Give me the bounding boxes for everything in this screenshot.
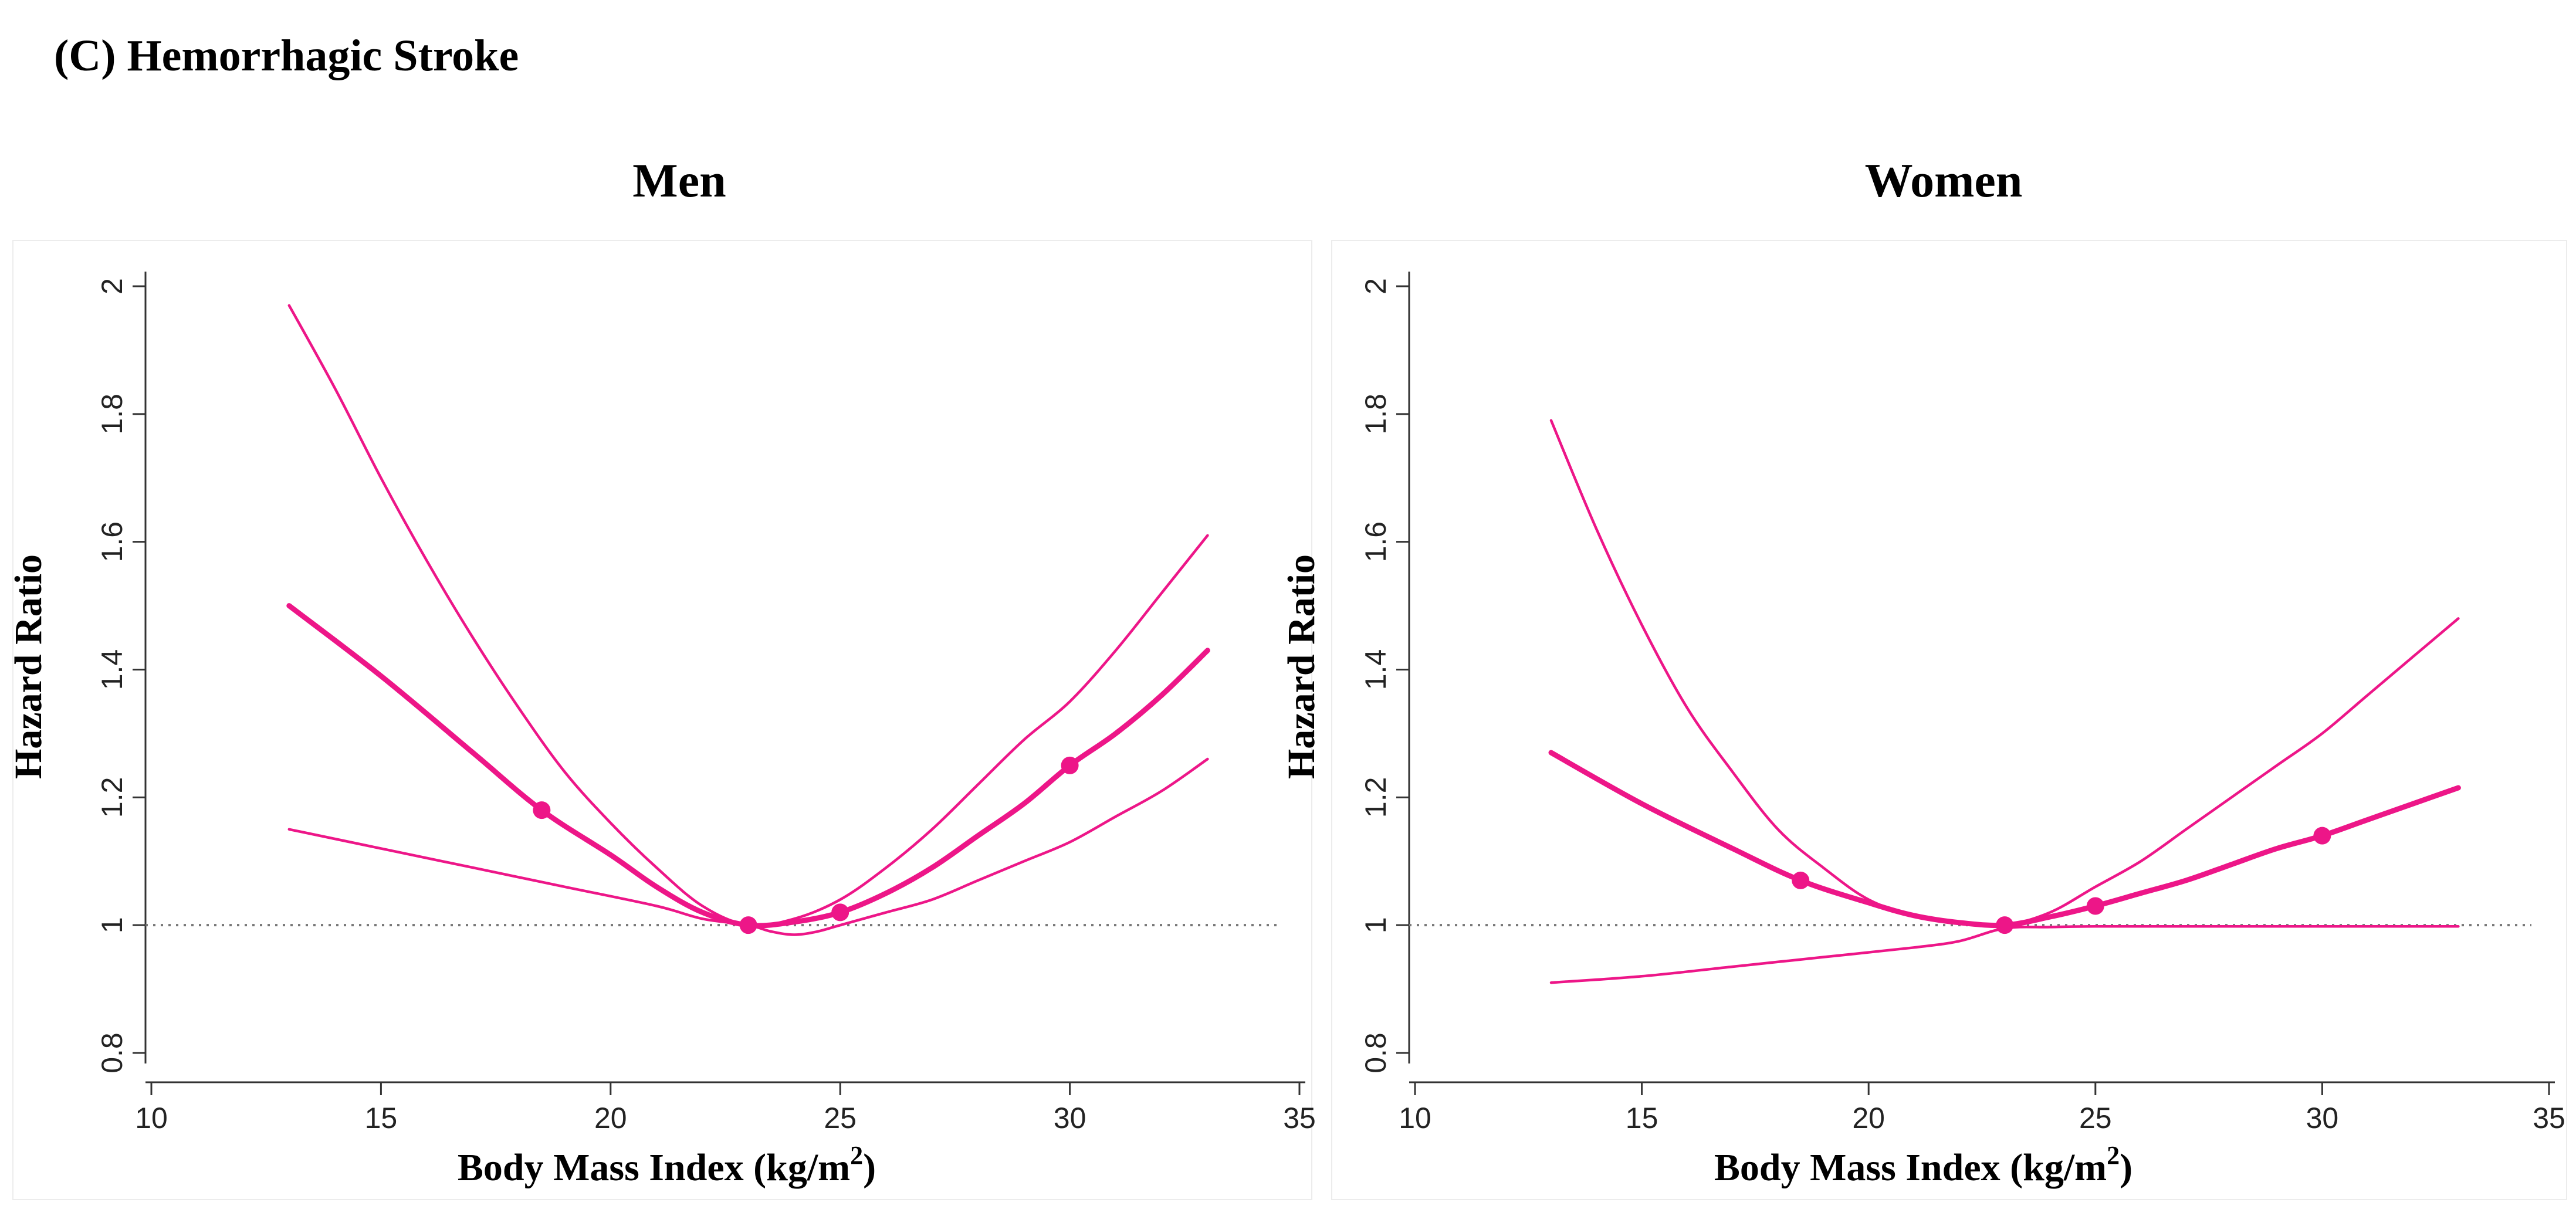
panel-frame <box>1331 240 2567 1200</box>
x-tick-label: 15 <box>1626 1102 1658 1134</box>
y-axis-label: Hazard Ratio <box>1280 554 1323 779</box>
x-axis-label: Body Mass Index (kg/m2) <box>458 1141 876 1189</box>
lower-ci-line <box>1549 925 2460 984</box>
y-tick-label: 1.4 <box>1359 649 1392 690</box>
y-tick-label: 2 <box>1359 278 1392 294</box>
figure-title: (C) Hemorrhagic Stroke <box>54 31 519 80</box>
x-axis-label: Body Mass Index (kg/m2) <box>1714 1141 2132 1189</box>
y-tick-label: 1 <box>1359 917 1392 933</box>
panel-title: Men <box>632 154 726 207</box>
x-tick-label: 20 <box>1852 1102 1885 1134</box>
y-tick-label: 1.6 <box>96 521 128 563</box>
data-point <box>2086 897 2104 915</box>
x-tick-label: 25 <box>824 1102 857 1134</box>
y-tick-label: 0.8 <box>1359 1032 1392 1073</box>
panel-frame <box>12 240 1312 1200</box>
x-tick-label: 30 <box>2306 1102 2339 1134</box>
data-point <box>1996 916 2014 934</box>
data-point <box>1061 756 1079 774</box>
y-tick-label: 1.2 <box>1359 777 1392 818</box>
y-tick-label: 1.2 <box>96 777 128 818</box>
upper-ci-line <box>287 304 1209 927</box>
x-tick-label: 10 <box>135 1102 168 1134</box>
data-point <box>1792 871 1810 889</box>
y-axis-label: Hazard Ratio <box>7 554 50 779</box>
lower-ci-line <box>287 757 1209 936</box>
y-tick-label: 1.8 <box>1359 394 1392 435</box>
y-tick-label: 1.8 <box>96 394 128 435</box>
y-tick-label: 0.8 <box>96 1032 128 1073</box>
x-tick-label: 25 <box>2079 1102 2112 1134</box>
upper-ci-line <box>1549 419 2460 927</box>
y-tick-label: 1 <box>96 917 128 933</box>
x-tick-label: 35 <box>2533 1102 2565 1134</box>
y-tick-label: 2 <box>96 278 128 294</box>
data-point <box>831 903 849 922</box>
x-tick-label: 20 <box>594 1102 627 1134</box>
y-tick-label: 1.4 <box>96 649 128 690</box>
data-point <box>2313 827 2331 845</box>
panel-men: Men 10 15 20 25 30 35 0.8 1 1.2 1.4 1.6 1.8 2 Body Mas… <box>7 154 1316 1200</box>
chart-panels: Men 10 15 20 25 30 35 0.8 1 1.2 1.4 1.6 1.8 2 Body Mas… <box>7 154 2567 1200</box>
data-point <box>739 916 757 934</box>
x-tick-label: 30 <box>1054 1102 1086 1134</box>
x-tick-label: 10 <box>1399 1102 1431 1134</box>
y-tick-label: 1.6 <box>1359 521 1392 563</box>
panel-title: Women <box>1865 154 2023 207</box>
x-tick-label: 15 <box>365 1102 398 1134</box>
data-point <box>533 801 551 819</box>
x-tick-label: 35 <box>1283 1102 1316 1134</box>
panel-women: Women 10 15 20 25 30 35 0.8 1 1.2 1.4 1.6 1.8 2 Body M… <box>1280 154 2567 1200</box>
